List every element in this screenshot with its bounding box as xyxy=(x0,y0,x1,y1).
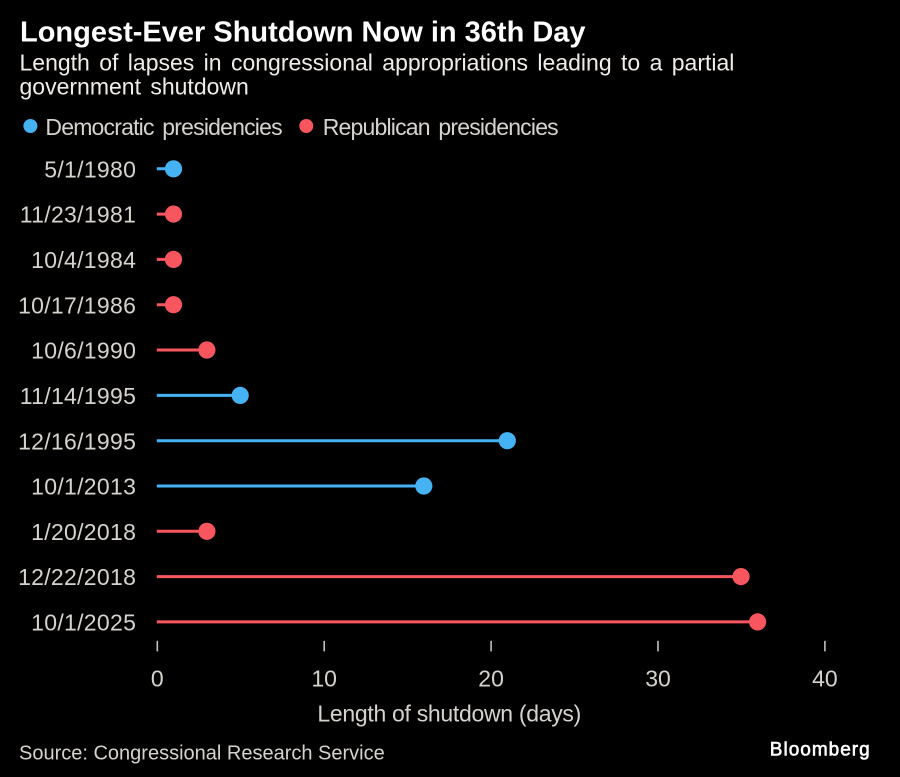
svg-text:11/14/1995: 11/14/1995 xyxy=(20,383,136,409)
svg-text:0: 0 xyxy=(151,665,164,691)
svg-text:10/17/1986: 10/17/1986 xyxy=(18,292,136,318)
svg-text:5/1/1980: 5/1/1980 xyxy=(44,156,136,182)
svg-text:30: 30 xyxy=(645,665,671,691)
svg-text:11/23/1981: 11/23/1981 xyxy=(20,202,136,228)
svg-text:10/1/2013: 10/1/2013 xyxy=(31,474,136,500)
svg-text:12/22/2018: 12/22/2018 xyxy=(18,564,136,590)
svg-text:20: 20 xyxy=(478,665,504,691)
svg-text:12/16/1995: 12/16/1995 xyxy=(18,428,136,454)
svg-text:government shutdown: government shutdown xyxy=(20,74,249,100)
svg-text:10: 10 xyxy=(311,665,337,691)
svg-text:Democratic presidencies: Democratic presidencies xyxy=(45,114,282,140)
svg-text:40: 40 xyxy=(812,665,838,691)
svg-text:Longest-Ever Shutdown Now in 3: Longest-Ever Shutdown Now in 36th Day xyxy=(20,17,586,49)
svg-text:Bloomberg: Bloomberg xyxy=(770,740,871,761)
svg-text:Length of shutdown (days): Length of shutdown (days) xyxy=(317,701,581,727)
svg-text:Source: Congressional Research: Source: Congressional Research Service xyxy=(19,742,385,764)
svg-text:10/1/2025: 10/1/2025 xyxy=(31,610,136,636)
svg-text:1/20/2018: 1/20/2018 xyxy=(31,519,136,545)
svg-text:Republican presidencies: Republican presidencies xyxy=(323,114,558,140)
svg-text:10/4/1984: 10/4/1984 xyxy=(31,247,136,273)
svg-text:10/6/1990: 10/6/1990 xyxy=(31,338,136,364)
svg-text:Length of lapses in congressio: Length of lapses in congressional approp… xyxy=(20,50,735,76)
